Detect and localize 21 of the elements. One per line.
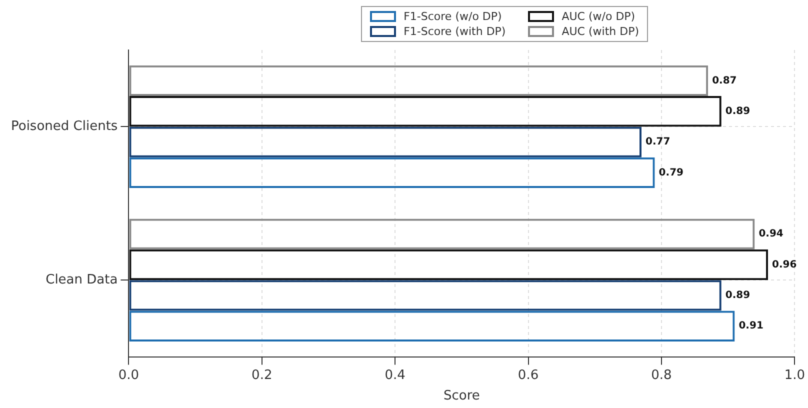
- data-label: 0.96: [772, 259, 797, 270]
- data-label: 0.79: [658, 167, 684, 178]
- x-tick-label: 0.4: [384, 368, 406, 383]
- x-tick-label: 0.6: [518, 368, 539, 383]
- data-label: 0.89: [725, 106, 750, 117]
- y-tick-label: Clean Data: [46, 272, 118, 288]
- legend-label: F1-Score (w/o DP): [402, 10, 503, 23]
- x-tick-label: 0.2: [252, 368, 272, 383]
- x-tick-label: 0.8: [651, 368, 672, 383]
- data-label: 0.94: [758, 228, 784, 240]
- legend-label: AUC (w/o DP): [560, 10, 636, 23]
- data-label: 0.89: [725, 290, 750, 302]
- y-tick-label: Poisoned Clients: [10, 119, 118, 134]
- data-label: 0.87: [712, 75, 737, 86]
- legend-label: AUC (with DP): [560, 25, 639, 38]
- x-tick-label: 1.0: [784, 368, 806, 383]
- x-tick-label: 0.0: [118, 368, 140, 383]
- data-label: 0.91: [738, 320, 764, 332]
- data-label: 0.77: [645, 136, 670, 148]
- x-axis-title: Score: [443, 388, 480, 404]
- legend-label: F1-Score (with DP): [402, 25, 506, 38]
